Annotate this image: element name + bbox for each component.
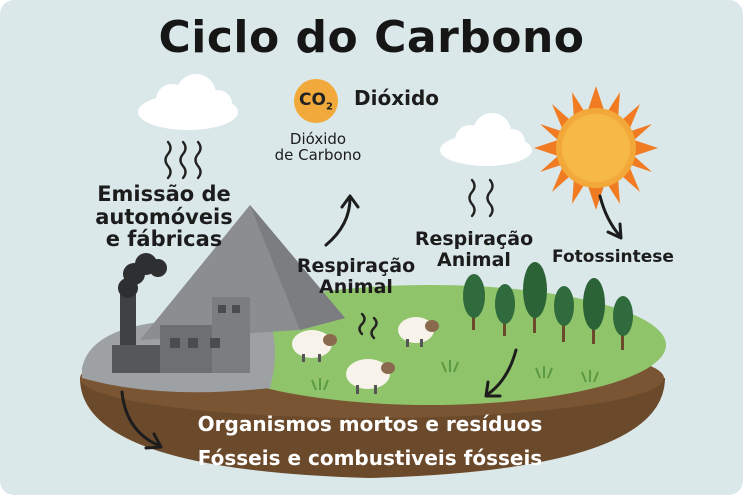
emission-line3: e fábricas [105,227,223,252]
co2-caption: Dióxido de Carbono [248,130,388,165]
co2-caption-line1: Dióxido [289,130,347,148]
co2-badge-icon [294,79,338,123]
soil-label-fossils: Fósseis e combustiveis fósseis [197,446,543,470]
grass-tuft-icon [311,360,599,391]
respiration-label-left: Respiração Animal [294,256,418,297]
arrow-icon [120,194,623,450]
wavy-lines-icon [164,140,494,340]
smoke-icon [118,253,167,298]
sun-icon [534,86,658,210]
emission-line2: automóveis [95,204,233,229]
co2-label: Dióxido [354,86,440,110]
co2-badge-main: CO [299,90,326,110]
emission-line1: Emissão de [97,182,231,206]
cloud-icon-left [138,74,238,130]
respiration-right-line2: Animal [437,248,511,271]
soil-label-organisms: Organismos mortos e resíduos [197,412,543,436]
co2-badge-label: CO2 [292,90,340,112]
respiration-label-right: Respiração Animal [406,229,542,270]
co2-caption-line2: de Carbono [274,146,362,165]
cloud-icon-right [440,113,532,166]
factory-icon [112,290,250,373]
co2-badge-subscript: 2 [325,101,333,113]
respiration-left-line1: Respiração [296,255,416,277]
emission-label: Emissão de automóveis e fábricas [84,183,244,251]
photosynthesis-label: Fotossintese [552,247,674,267]
respiration-left-line2: Animal [319,275,393,298]
tree-icon [463,262,633,350]
sheep-icon [292,317,439,394]
page-title: Ciclo do Carbono [158,12,585,63]
respiration-right-line1: Respiração [414,228,534,250]
